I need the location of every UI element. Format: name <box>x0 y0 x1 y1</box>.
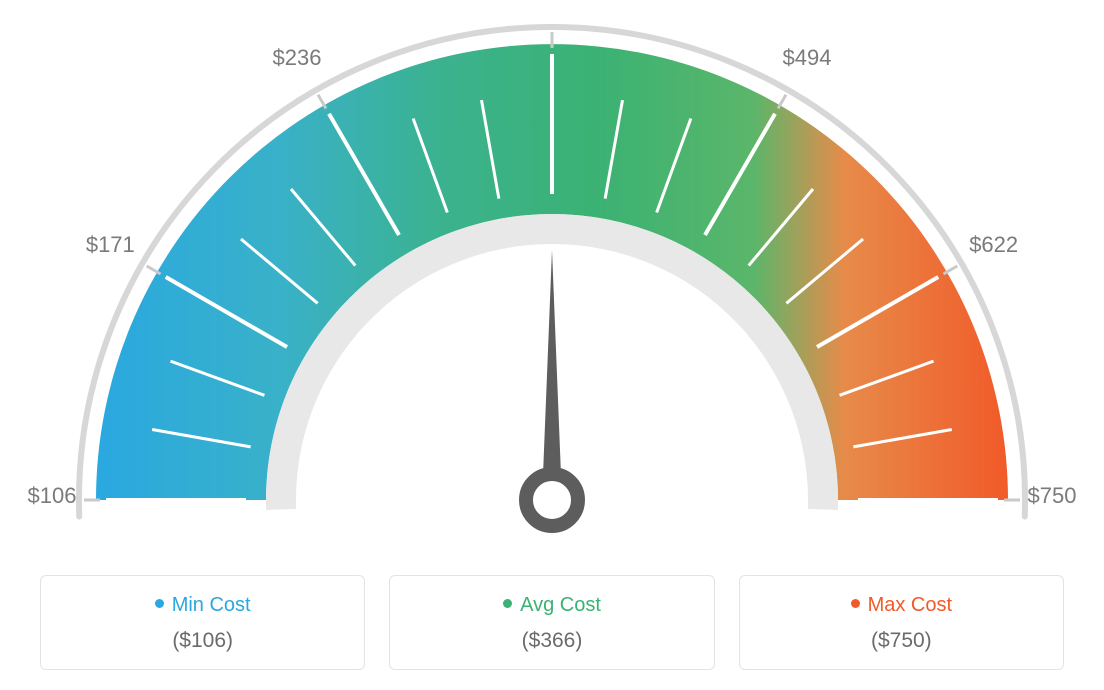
dot-icon-min <box>155 599 164 608</box>
gauge-svg <box>0 0 1104 560</box>
legend-card-max: Max Cost ($750) <box>739 575 1064 670</box>
gauge-tick-label: $236 <box>273 45 322 71</box>
gauge-tick-label: $366 <box>528 0 577 3</box>
legend-title-min: Min Cost <box>51 594 354 617</box>
legend-label-min: Min Cost <box>172 594 251 616</box>
cost-gauge-chart: $106 $171 $236 $366 $494 $622 $750 Min Cost ($… <box>0 0 1104 690</box>
gauge-tick-label: $622 <box>969 232 1018 258</box>
gauge-tick-label: $750 <box>1028 483 1077 509</box>
legend-value-max: ($750) <box>750 629 1053 653</box>
dot-icon-max <box>851 599 860 608</box>
legend-row: Min Cost ($106) Avg Cost ($366) Max Cost… <box>40 575 1064 670</box>
legend-title-avg: Avg Cost <box>400 594 703 617</box>
legend-title-max: Max Cost <box>750 594 1053 617</box>
dot-icon-avg <box>503 599 512 608</box>
legend-label-max: Max Cost <box>868 594 952 616</box>
gauge-tick-label: $494 <box>783 45 832 71</box>
legend-card-min: Min Cost ($106) <box>40 575 365 670</box>
gauge-area: $106 $171 $236 $366 $494 $622 $750 <box>0 0 1104 560</box>
legend-value-min: ($106) <box>51 629 354 653</box>
gauge-tick-label: $106 <box>28 483 77 509</box>
gauge-tick-label: $171 <box>86 232 135 258</box>
legend-label-avg: Avg Cost <box>520 594 601 616</box>
legend-value-avg: ($366) <box>400 629 703 653</box>
legend-card-avg: Avg Cost ($366) <box>389 575 714 670</box>
